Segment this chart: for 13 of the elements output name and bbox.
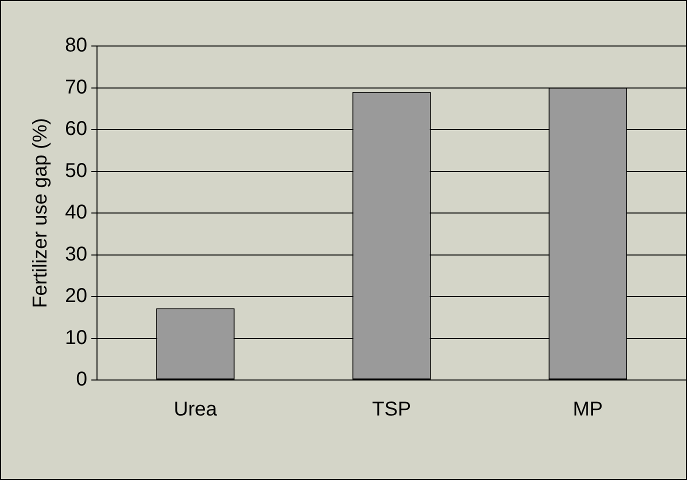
y-tick-label: 80 <box>64 34 88 57</box>
y-tick-label: 30 <box>64 243 88 266</box>
x-tick-label: MP <box>572 398 603 421</box>
y-tick-label: 0 <box>76 368 88 391</box>
y-tick-label: 70 <box>64 76 88 98</box>
y-tick-label: 20 <box>64 285 88 308</box>
y-tick-label: 10 <box>64 326 88 349</box>
y-axis-title: Fertilizer use gap (%) <box>30 118 52 308</box>
y-tick-label: 40 <box>64 202 88 224</box>
y-tick-label: 50 <box>64 160 88 182</box>
x-tick-label: TSP <box>372 398 412 421</box>
x-tick-label: Urea <box>174 398 218 421</box>
y-tick-label: 60 <box>64 118 88 140</box>
